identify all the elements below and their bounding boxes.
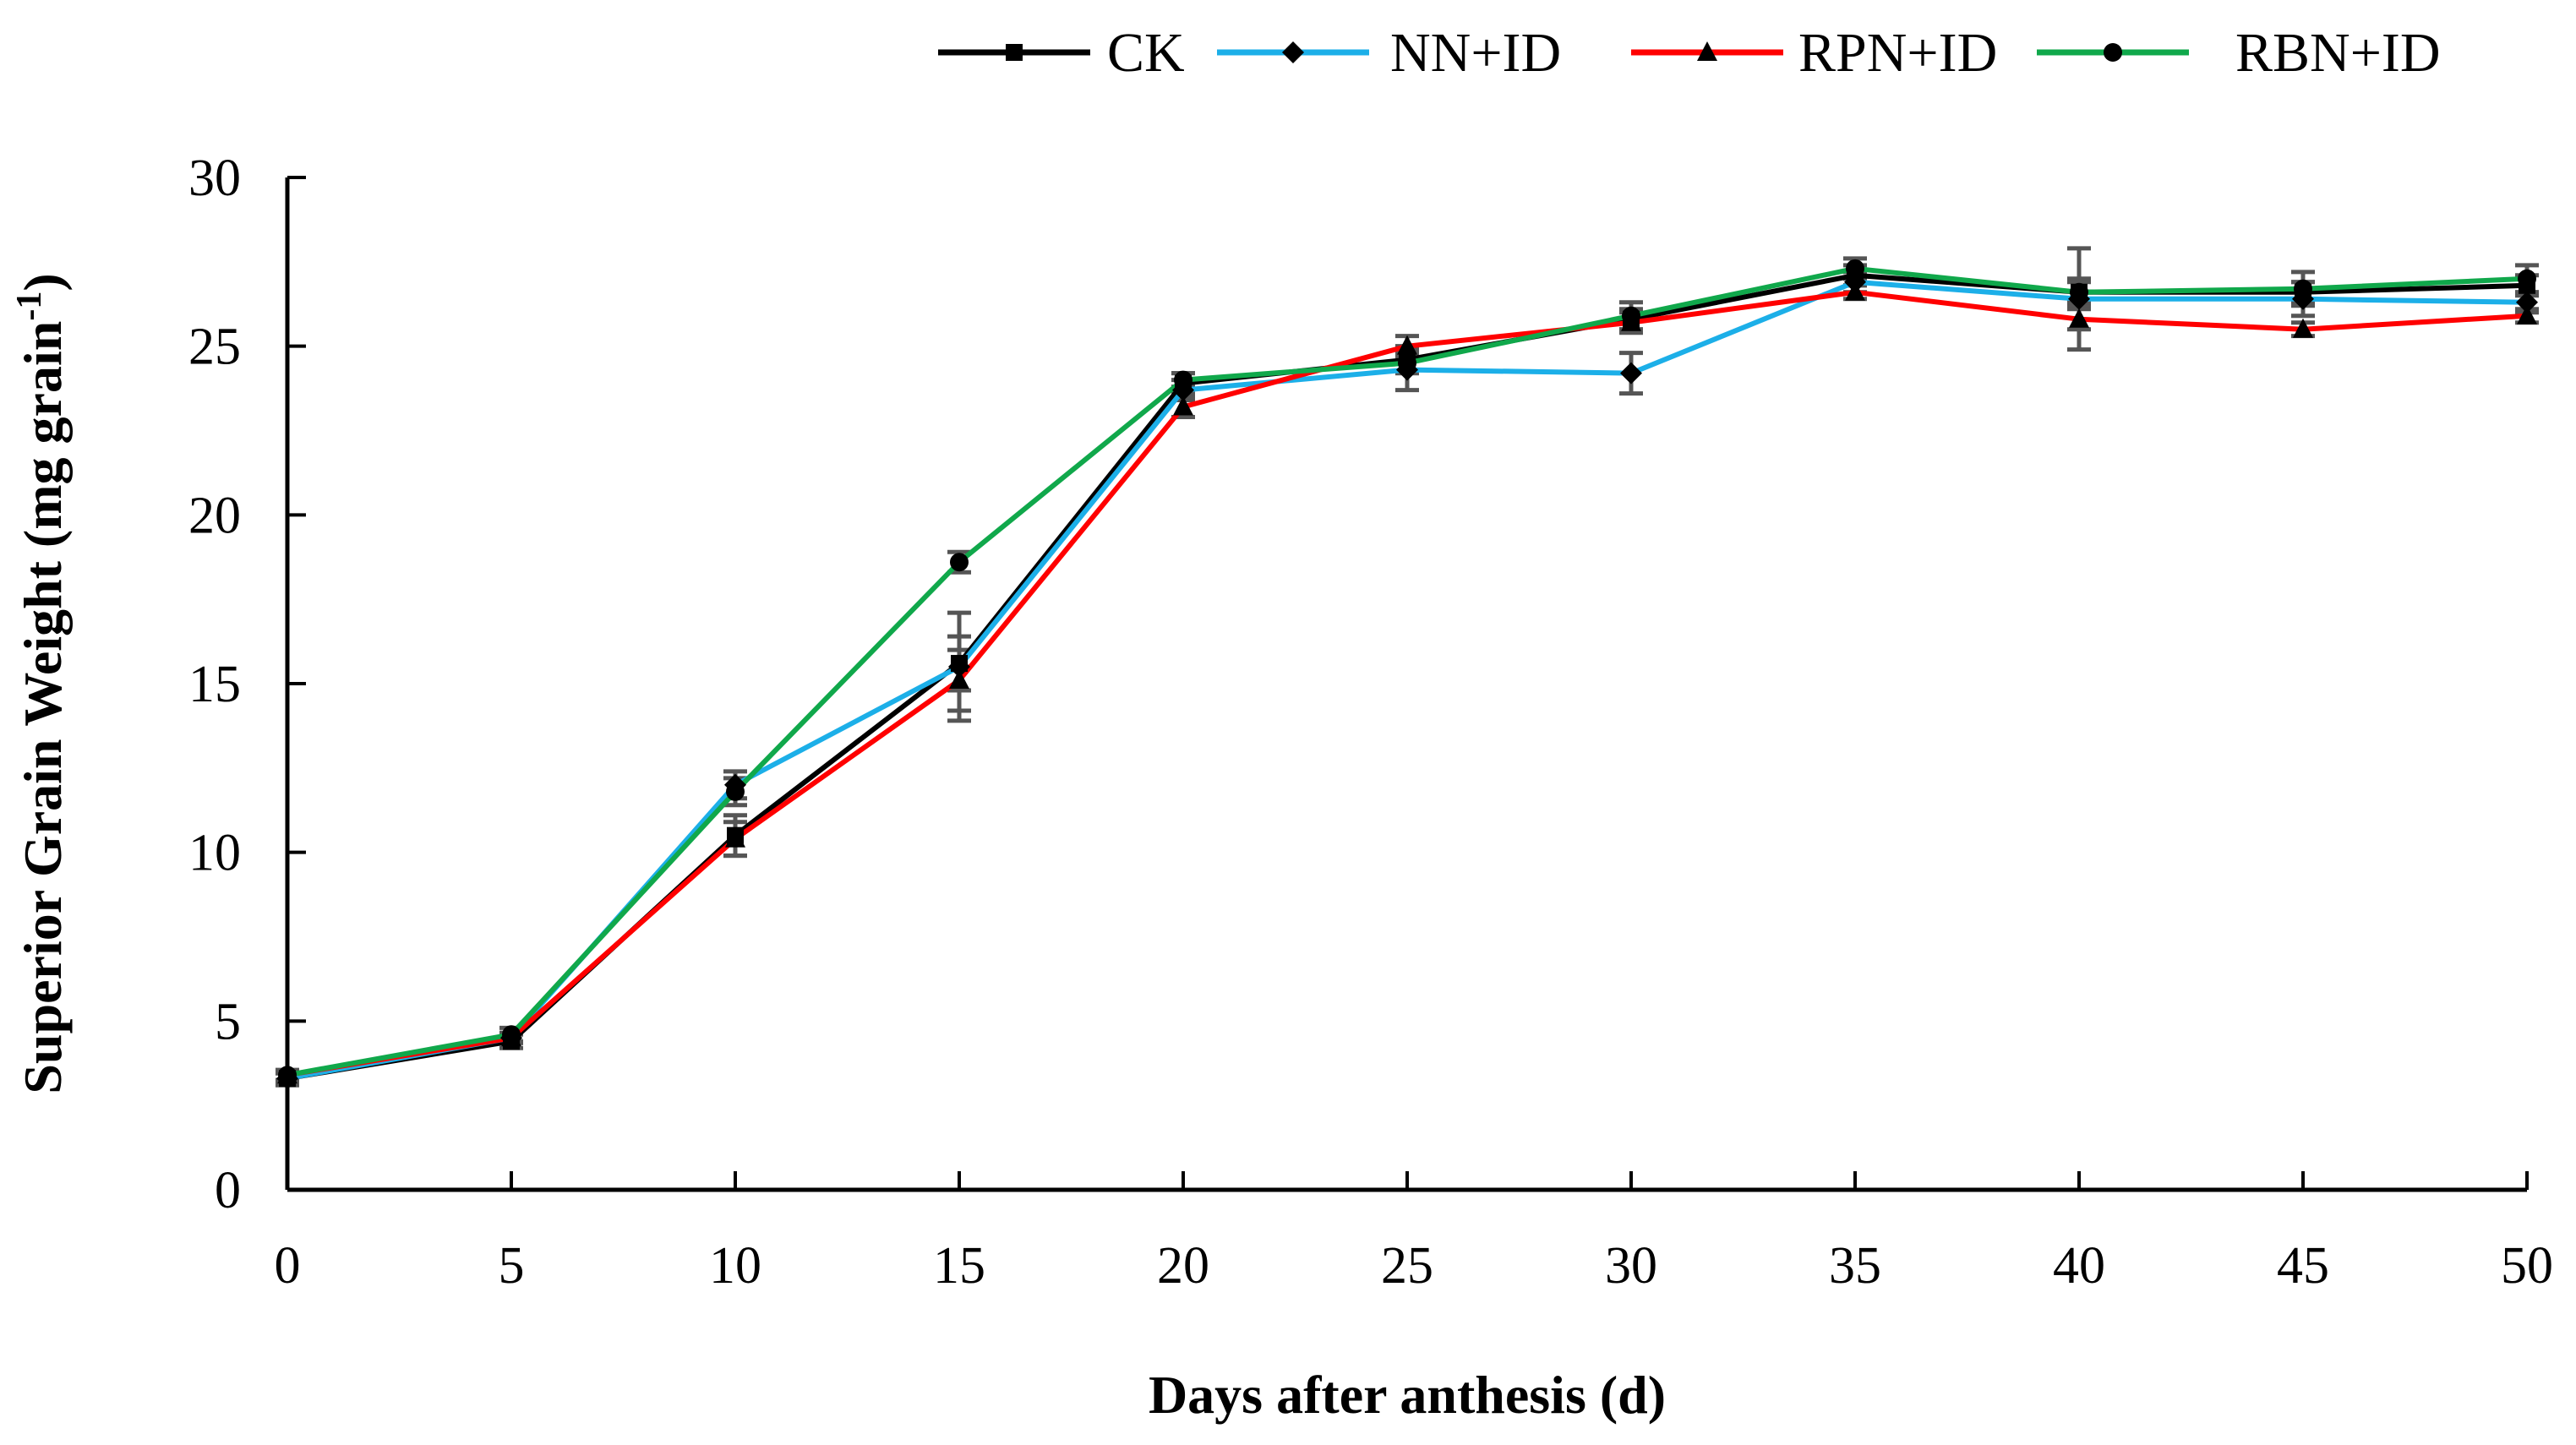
data-point-RBN+ID xyxy=(2294,279,2312,298)
data-point-RPN+ID xyxy=(2517,304,2537,324)
x-tick-label: 20 xyxy=(1157,1237,1209,1295)
data-point-RBN+ID xyxy=(2070,282,2088,302)
data-point-RBN+ID xyxy=(502,1025,521,1044)
data-point-RPN+ID xyxy=(1173,395,1193,416)
x-tick-label: 40 xyxy=(2053,1237,2105,1295)
x-tick-label: 45 xyxy=(2277,1237,2329,1295)
data-point-NN+ID xyxy=(2516,291,2538,314)
x-tick-label: 50 xyxy=(2501,1237,2553,1295)
series-line-RPN+ID xyxy=(287,289,2528,1078)
x-tick-label: 0 xyxy=(275,1237,301,1295)
x-axis-title: Days after anthesis (d) xyxy=(1149,1365,1666,1425)
series-line-CK xyxy=(287,272,2528,1082)
data-point-RPN+ID xyxy=(949,669,969,690)
legend-swatch-marker xyxy=(1697,41,1717,61)
series-markers xyxy=(276,259,2538,1090)
y-tick-label: 30 xyxy=(188,150,241,207)
data-point-RPN+ID xyxy=(725,827,745,848)
y-axis-title-close: ) xyxy=(13,273,73,291)
legend-swatch-marker xyxy=(1282,41,1304,63)
x-tick-label: 15 xyxy=(933,1237,985,1295)
x-tick-label: 5 xyxy=(499,1237,525,1295)
series-line-NN+ID xyxy=(287,279,2528,1082)
legend-label: CK xyxy=(1107,22,1185,84)
y-tick-label: 5 xyxy=(215,993,241,1050)
y-axis-title-main: Superior Grain Weight (mg grain xyxy=(13,321,73,1094)
data-point-RPN+ID xyxy=(1397,335,1417,355)
legend-swatch-marker xyxy=(1006,44,1023,61)
x-ticks: 0 5 10 15 20 25 30 35 40 45 50 xyxy=(275,1171,2553,1295)
y-ticks: 0 5 10 15 20 25 30 xyxy=(188,150,306,1219)
data-point-NN+ID xyxy=(1620,362,1642,384)
x-tick-label: 35 xyxy=(1829,1237,1881,1295)
legend: CK NN+ID RPN+ID RBN+ID xyxy=(938,22,2441,84)
data-point-RBN+ID xyxy=(1398,353,1416,373)
data-point-RPN+ID xyxy=(2293,318,2313,338)
y-axis-title-superscript: -1 xyxy=(10,292,49,321)
legend-label: RPN+ID xyxy=(1798,22,1997,84)
x-tick-label: 30 xyxy=(1605,1237,1657,1295)
data-point-NN+ID xyxy=(948,656,970,679)
data-point-RBN+ID xyxy=(1174,370,1192,390)
plot-area: 0 5 10 15 20 25 30 0 5 10 15 20 25 30 35 40 45 50 xyxy=(188,150,2553,1295)
y-tick-label: 10 xyxy=(188,825,241,882)
y-tick-label: 15 xyxy=(188,656,241,713)
data-point-RPN+ID xyxy=(2069,308,2089,328)
data-point-RBN+ID xyxy=(1622,306,1640,325)
data-point-RPN+ID xyxy=(1845,281,1865,301)
y-tick-label: 0 xyxy=(215,1162,241,1219)
y-tick-label: 20 xyxy=(188,487,241,544)
legend-swatch-marker xyxy=(2104,43,2122,62)
y-tick-label: 25 xyxy=(188,319,241,376)
y-axis-title: Superior Grain Weight (mg grain-1) xyxy=(10,273,73,1093)
data-point-RBN+ID xyxy=(1846,259,1864,278)
data-point-RBN+ID xyxy=(278,1066,297,1085)
legend-label: RBN+ID xyxy=(2235,22,2441,84)
data-point-RBN+ID xyxy=(726,782,745,801)
legend-label: NN+ID xyxy=(1390,22,1561,84)
data-point-RBN+ID xyxy=(2518,269,2536,288)
x-tick-label: 25 xyxy=(1381,1237,1433,1295)
x-tick-label: 10 xyxy=(709,1237,761,1295)
data-point-RBN+ID xyxy=(950,553,969,572)
